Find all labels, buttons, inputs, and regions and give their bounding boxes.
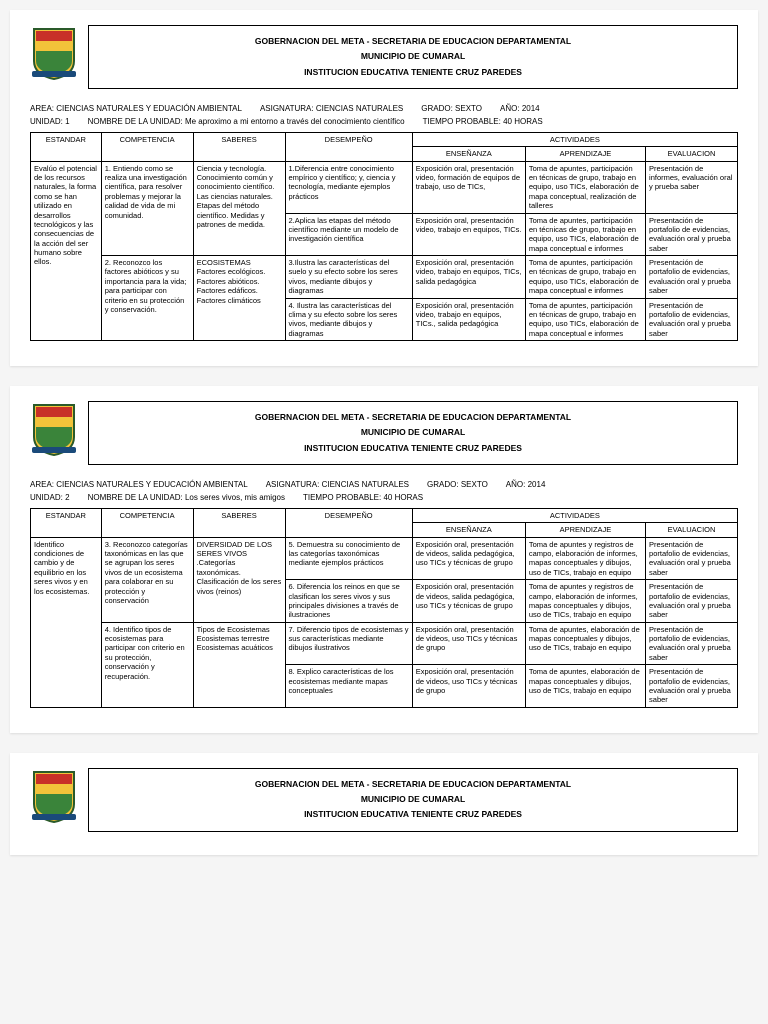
- page-unit-1: GOBERNACION DEL META - SECRETARIA DE EDU…: [10, 10, 758, 366]
- hdr3: INSTITUCION EDUCATIVA TENIENTE CRUZ PARE…: [101, 65, 725, 80]
- page-unit-2: GOBERNACION DEL META - SECRETARIA DE EDU…: [10, 386, 758, 733]
- hdr1: GOBERNACION DEL META - SECRETARIA DE EDU…: [101, 34, 725, 49]
- curriculum-table-2: ESTANDAR COMPETENCIA SABERES DESEMPEÑO A…: [30, 508, 738, 708]
- hdr2: MUNICIPIO DE CUMARAL: [101, 49, 725, 64]
- header-box: GOBERNACION DEL META - SECRETARIA DE EDU…: [88, 401, 738, 465]
- header-box: GOBERNACION DEL META - SECRETARIA DE EDU…: [88, 768, 738, 832]
- header-row: GOBERNACION DEL META - SECRETARIA DE EDU…: [30, 25, 738, 89]
- institution-shield-icon: [30, 401, 78, 457]
- curriculum-table-1: ESTANDAR COMPETENCIA SABERES DESEMPEÑO A…: [30, 132, 738, 341]
- meta-row-1: AREA: CIENCIAS NATURALES Y EDUACIÓN AMBI…: [30, 104, 738, 113]
- header-box: GOBERNACION DEL META - SECRETARIA DE EDU…: [88, 25, 738, 89]
- meta-row-2: UNIDAD: 1 NOMBRE DE LA UNIDAD: Me aproxi…: [30, 117, 738, 126]
- header-row: GOBERNACION DEL META - SECRETARIA DE EDU…: [30, 401, 738, 465]
- header-row: GOBERNACION DEL META - SECRETARIA DE EDU…: [30, 768, 738, 832]
- institution-shield-icon: [30, 25, 78, 81]
- meta-row-2: UNIDAD: 2 NOMBRE DE LA UNIDAD: Los seres…: [30, 493, 738, 502]
- meta-row-1: AREA: CIENCIAS NATURALES Y EDUCACIÓN AMB…: [30, 480, 738, 489]
- institution-shield-icon: [30, 768, 78, 824]
- page-unit-3-partial: GOBERNACION DEL META - SECRETARIA DE EDU…: [10, 753, 758, 855]
